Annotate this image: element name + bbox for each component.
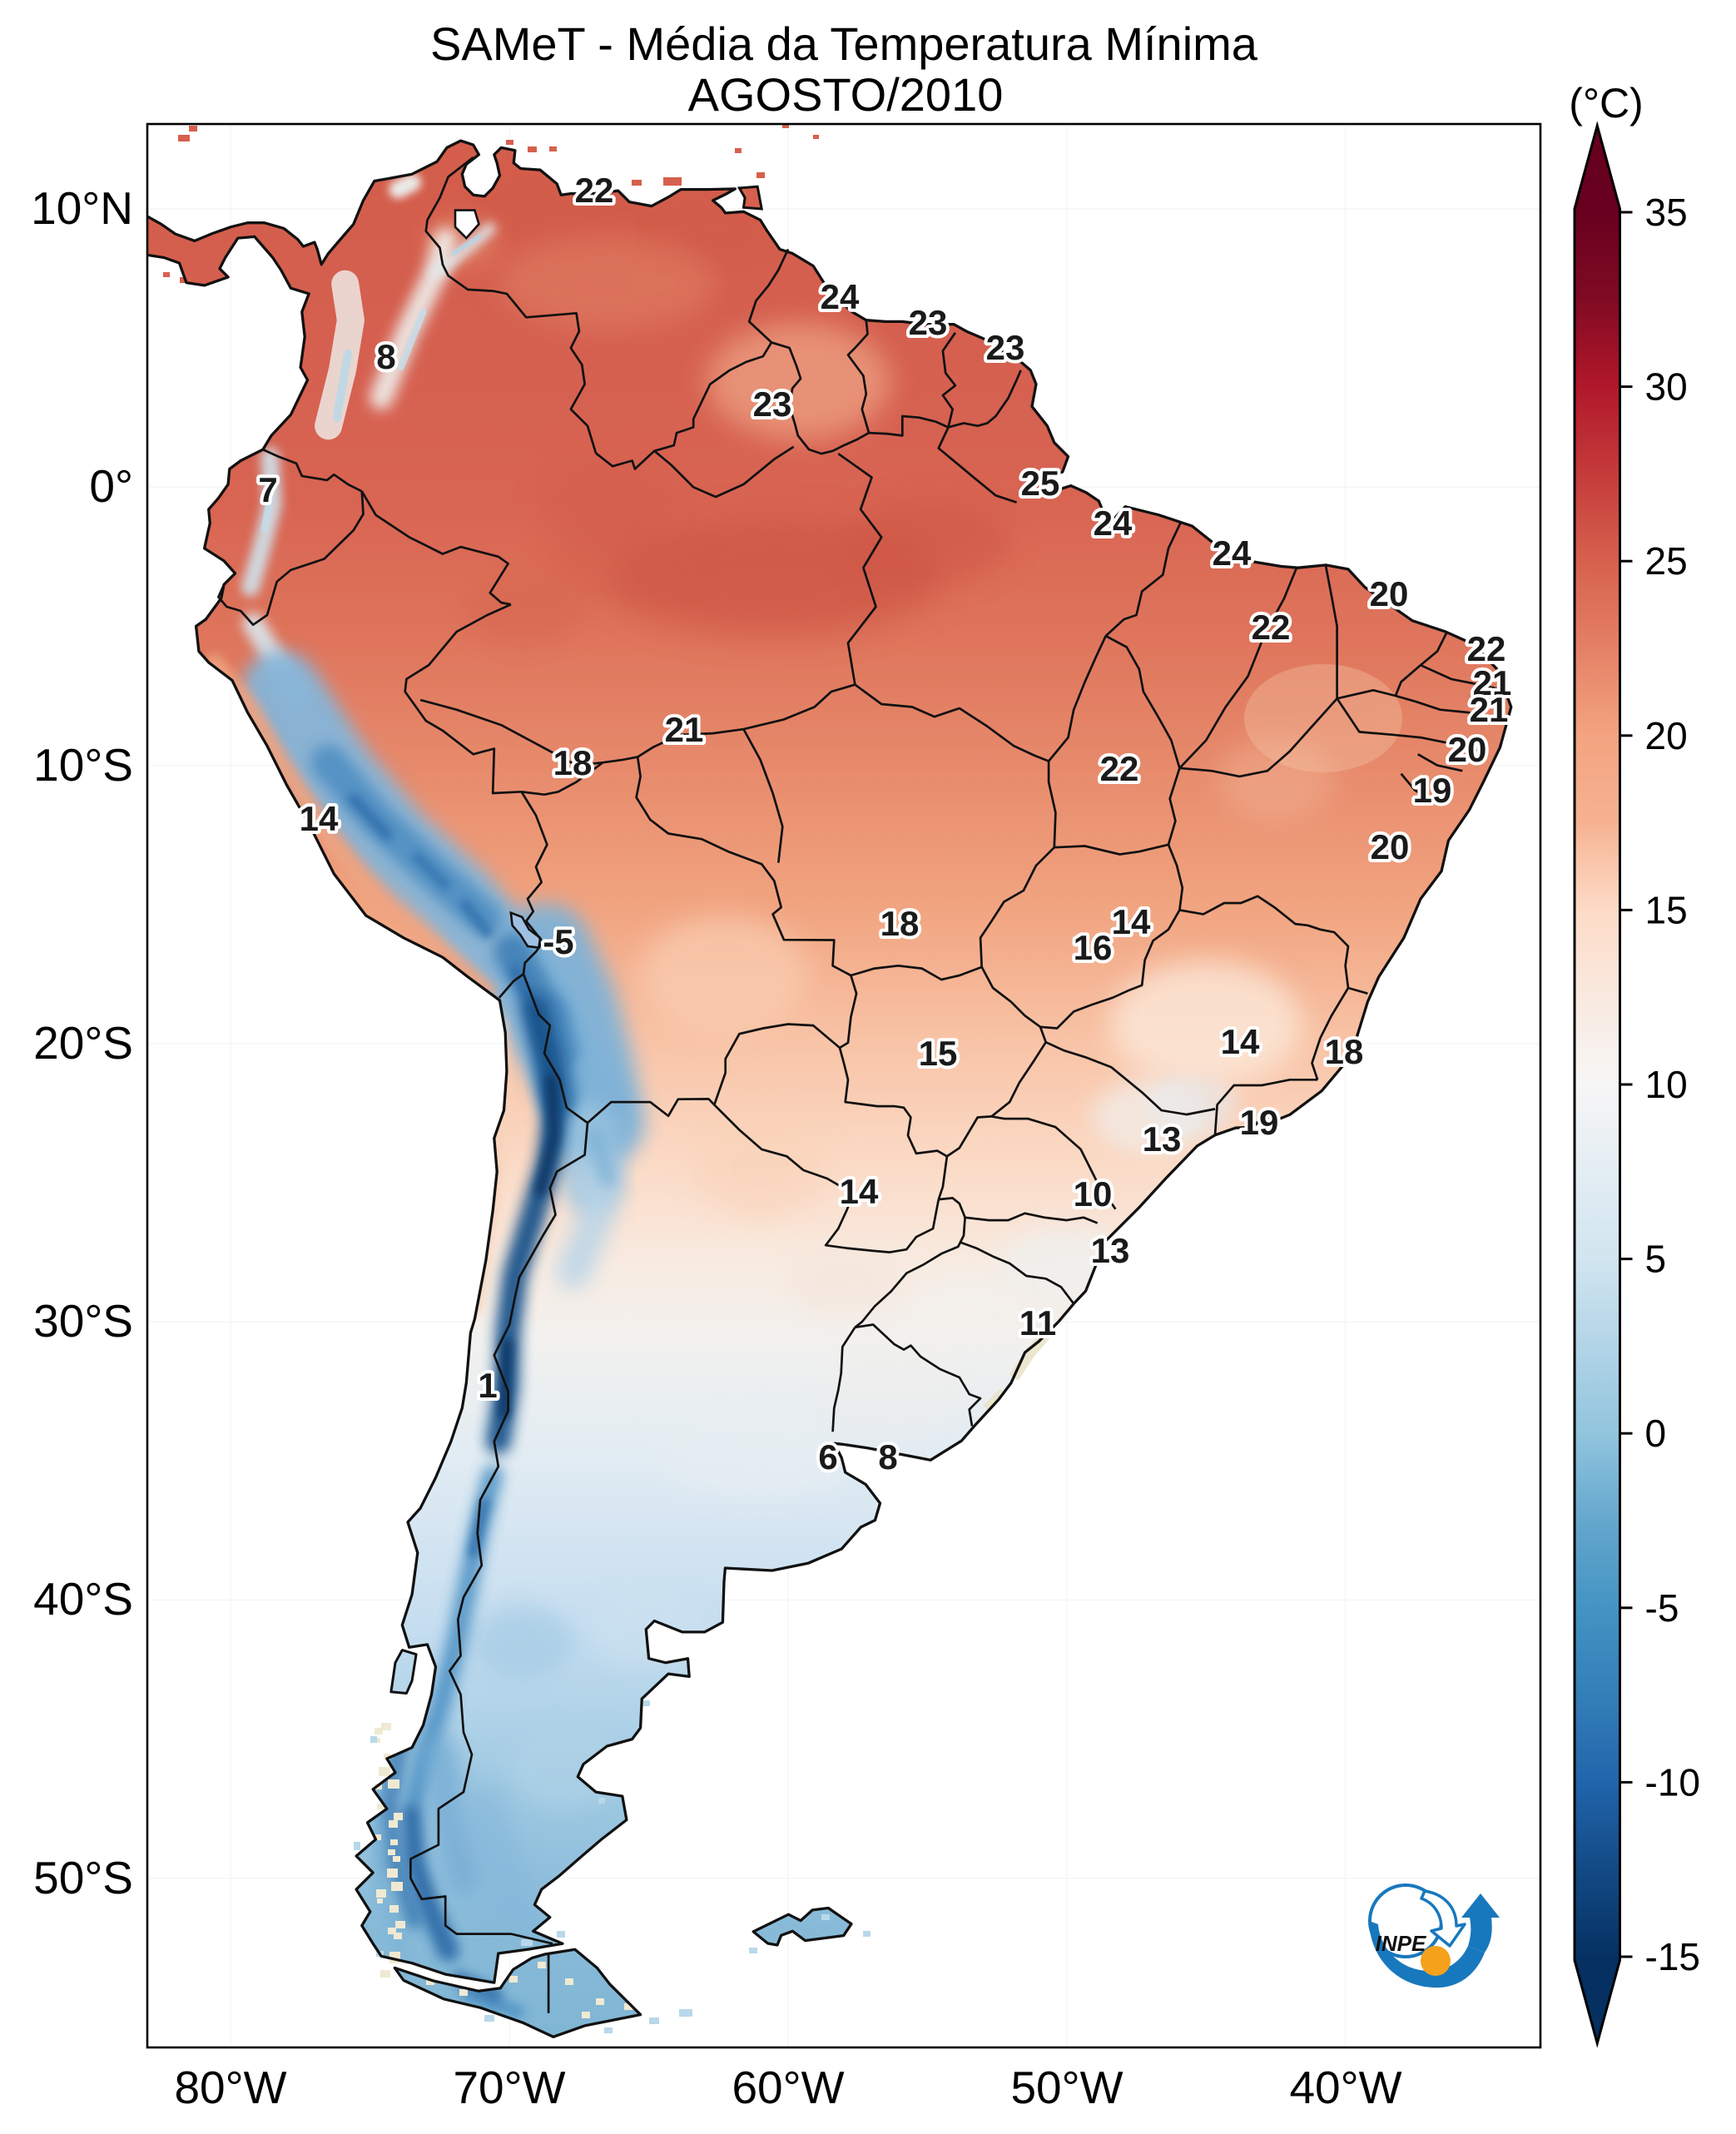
svg-text:60°W: 60°W	[732, 2062, 844, 2113]
svg-text:22: 22	[1252, 608, 1291, 647]
svg-text:20: 20	[1370, 574, 1409, 613]
svg-text:15: 15	[1645, 888, 1688, 931]
svg-text:23: 23	[753, 385, 792, 424]
svg-text:21: 21	[665, 710, 704, 749]
svg-text:40°S: 40°S	[33, 1573, 133, 1625]
svg-text:6: 6	[818, 1437, 837, 1476]
svg-text:70°W: 70°W	[453, 2062, 565, 2113]
svg-text:24: 24	[1213, 534, 1252, 573]
svg-text:18: 18	[880, 904, 920, 943]
svg-text:50°S: 50°S	[33, 1852, 133, 1903]
svg-text:15: 15	[919, 1034, 958, 1073]
svg-text:18: 18	[553, 743, 593, 782]
svg-text:0°: 0°	[89, 460, 133, 512]
svg-text:8: 8	[878, 1437, 897, 1476]
svg-text:25: 25	[1645, 539, 1688, 583]
svg-text:13: 13	[1143, 1119, 1182, 1159]
svg-text:1: 1	[478, 1366, 497, 1405]
svg-text:30: 30	[1645, 365, 1688, 409]
svg-text:19: 19	[1240, 1103, 1279, 1142]
svg-text:22: 22	[1467, 629, 1506, 668]
svg-text:-5: -5	[543, 922, 573, 961]
svg-text:14: 14	[1112, 902, 1151, 941]
svg-text:14: 14	[300, 799, 339, 838]
svg-text:35: 35	[1645, 191, 1688, 234]
svg-text:10°S: 10°S	[33, 739, 133, 791]
svg-text:14: 14	[840, 1172, 879, 1211]
svg-text:80°W: 80°W	[174, 2062, 286, 2113]
svg-text:23: 23	[909, 303, 948, 342]
svg-text:-10: -10	[1645, 1760, 1700, 1804]
svg-text:13: 13	[1091, 1231, 1130, 1270]
svg-text:20: 20	[1448, 730, 1487, 769]
svg-text:20: 20	[1645, 714, 1688, 757]
svg-text:22: 22	[575, 171, 614, 210]
svg-text:19: 19	[1413, 771, 1452, 810]
svg-text:30°S: 30°S	[33, 1295, 133, 1347]
svg-text:21: 21	[1473, 663, 1512, 702]
svg-text:10: 10	[1645, 1063, 1688, 1106]
svg-text:7: 7	[258, 470, 277, 509]
svg-text:20: 20	[1371, 827, 1410, 866]
svg-text:-5: -5	[1645, 1586, 1679, 1630]
svg-text:8: 8	[376, 337, 395, 376]
svg-text:INPE: INPE	[1376, 1931, 1426, 1956]
svg-text:(°C): (°C)	[1569, 80, 1643, 127]
svg-text:18: 18	[1325, 1032, 1364, 1071]
svg-text:24: 24	[821, 277, 860, 316]
svg-text:AGOSTO/2010: AGOSTO/2010	[688, 68, 1004, 121]
svg-text:11: 11	[1019, 1303, 1056, 1342]
svg-text:23: 23	[986, 328, 1025, 367]
svg-text:50°W: 50°W	[1010, 2062, 1123, 2113]
svg-text:14: 14	[1221, 1022, 1260, 1061]
svg-text:24: 24	[1094, 504, 1133, 543]
svg-text:-15: -15	[1645, 1935, 1700, 1978]
svg-text:5: 5	[1645, 1238, 1667, 1281]
svg-text:40°W: 40°W	[1289, 2062, 1401, 2113]
svg-text:25: 25	[1021, 464, 1060, 503]
svg-text:22: 22	[1100, 749, 1139, 788]
svg-text:0: 0	[1645, 1412, 1667, 1455]
svg-text:16: 16	[1074, 928, 1113, 967]
svg-text:20°S: 20°S	[33, 1017, 133, 1069]
svg-text:10: 10	[1074, 1174, 1113, 1213]
svg-text:SAMeT - Média da Temperatura M: SAMeT - Média da Temperatura Mínima	[430, 17, 1258, 70]
svg-text:10°N: 10°N	[31, 182, 133, 234]
svg-text:21: 21	[1470, 690, 1509, 729]
